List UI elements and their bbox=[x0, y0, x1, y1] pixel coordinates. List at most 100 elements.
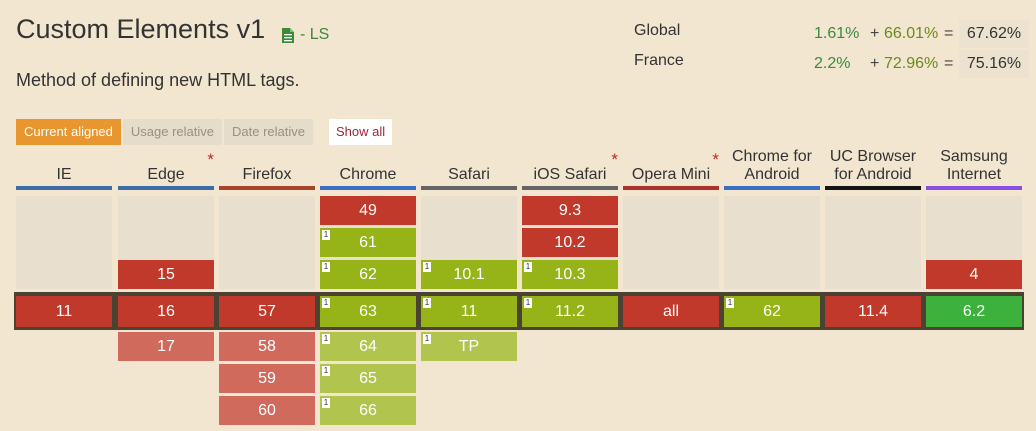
browser-color-bar bbox=[320, 186, 416, 190]
note-marker: 1 bbox=[322, 334, 330, 344]
browser-header-samsung-internet[interactable]: Samsung Internet bbox=[926, 148, 1022, 190]
usage-table: Global 1.61% + 66.01% = 67.62% France 2.… bbox=[634, 18, 1034, 78]
version-label: 61 bbox=[359, 234, 377, 251]
usage-full: 2.2% bbox=[814, 55, 851, 72]
usage-partial: 66.01% bbox=[884, 25, 939, 42]
version-label: 62 bbox=[763, 303, 781, 320]
browser-color-bar bbox=[118, 186, 214, 190]
browser-name: iOS Safari bbox=[533, 166, 607, 183]
note-marker: 1 bbox=[524, 262, 532, 272]
feature-description: Method of defining new HTML tags. bbox=[16, 70, 300, 90]
note-marker: 1 bbox=[423, 262, 431, 272]
browser-color-bar bbox=[421, 186, 517, 190]
browser-color-bar bbox=[825, 186, 921, 190]
browser-header-ios-safari[interactable]: iOS Safari * bbox=[522, 150, 618, 190]
usage-region[interactable]: Global bbox=[634, 22, 681, 39]
version-label: 17 bbox=[157, 338, 175, 355]
browser-name: Chrome for Android bbox=[731, 148, 813, 183]
past-column-background bbox=[724, 196, 820, 289]
version-label: 49 bbox=[359, 202, 377, 219]
version-cell[interactable]: 10.1 1 bbox=[421, 260, 517, 289]
usage-partial: 72.96% bbox=[884, 55, 939, 72]
browser-name: UC Browser for Android bbox=[829, 148, 917, 183]
version-cell[interactable]: 11 1 bbox=[421, 296, 517, 327]
version-cell[interactable]: 4 bbox=[926, 260, 1022, 289]
version-label: 9.3 bbox=[558, 202, 582, 219]
version-cell[interactable]: all bbox=[623, 296, 719, 327]
version-label: 15 bbox=[157, 266, 175, 283]
version-cell[interactable]: 65 1 bbox=[320, 364, 416, 393]
version-cell[interactable]: 16 bbox=[118, 296, 214, 327]
spec-status[interactable]: - LS bbox=[282, 26, 329, 44]
tab-usage-relative[interactable]: Usage relative bbox=[122, 119, 222, 145]
version-label: TP bbox=[458, 338, 480, 355]
browser-color-bar bbox=[623, 186, 719, 190]
browser-header-chrome[interactable]: Chrome bbox=[320, 152, 416, 190]
browser-header-opera-mini[interactable]: Opera Mini * bbox=[623, 150, 719, 190]
version-label: 65 bbox=[359, 370, 377, 387]
version-label: 10.1 bbox=[453, 266, 485, 283]
browser-name: IE bbox=[56, 166, 72, 183]
usage-row-global: Global 1.61% + 66.01% = 67.62% bbox=[634, 18, 1034, 48]
note-marker: 1 bbox=[322, 366, 330, 376]
version-cell[interactable]: 15 bbox=[118, 260, 214, 289]
version-cell[interactable]: 6.2 bbox=[926, 296, 1022, 327]
browser-header-firefox[interactable]: Firefox bbox=[219, 152, 315, 190]
version-cell[interactable]: 62 1 bbox=[320, 260, 416, 289]
note-marker: 1 bbox=[423, 334, 431, 344]
version-label: 64 bbox=[359, 338, 377, 355]
version-label: 58 bbox=[258, 338, 276, 355]
browser-name: Chrome bbox=[339, 166, 397, 183]
version-label: 11 bbox=[460, 303, 478, 320]
browser-color-bar bbox=[926, 186, 1022, 190]
version-label: 59 bbox=[258, 370, 276, 387]
tab-current-aligned[interactable]: Current aligned bbox=[16, 119, 121, 145]
usage-total: 67.62% bbox=[959, 20, 1029, 48]
tab-date-relative[interactable]: Date relative bbox=[224, 119, 313, 145]
version-cell[interactable]: 66 1 bbox=[320, 396, 416, 425]
browser-header-chrome-for-android[interactable]: Chrome for Android bbox=[724, 148, 820, 190]
usage-plus: + bbox=[870, 55, 880, 72]
version-cell[interactable]: 10.3 1 bbox=[522, 260, 618, 289]
version-cell[interactable]: 58 bbox=[219, 332, 315, 361]
version-cell[interactable]: 11 bbox=[16, 296, 112, 327]
browser-header-safari[interactable]: Safari bbox=[421, 152, 517, 190]
version-label: 66 bbox=[359, 402, 377, 419]
version-cell[interactable]: 64 1 bbox=[320, 332, 416, 361]
version-cell[interactable]: TP 1 bbox=[421, 332, 517, 361]
version-label: 4 bbox=[969, 266, 979, 283]
version-cell[interactable]: 61 1 bbox=[320, 228, 416, 257]
version-cell[interactable]: 11.2 1 bbox=[522, 296, 618, 327]
version-cell[interactable]: 57 bbox=[219, 296, 315, 327]
browser-color-bar bbox=[16, 186, 112, 190]
browser-name: Firefox bbox=[242, 166, 292, 183]
version-cell[interactable]: 17 bbox=[118, 332, 214, 361]
version-cell[interactable]: 49 bbox=[320, 196, 416, 225]
version-label: 10.2 bbox=[554, 234, 586, 251]
show-all-button[interactable]: Show all bbox=[329, 119, 393, 145]
version-cell[interactable]: 11.4 bbox=[825, 296, 921, 327]
browser-header-ie[interactable]: IE bbox=[16, 152, 112, 190]
version-label: 63 bbox=[359, 303, 377, 320]
version-cell[interactable]: 9.3 bbox=[522, 196, 618, 225]
note-marker: 1 bbox=[423, 298, 431, 308]
notes-asterisk[interactable]: * bbox=[712, 150, 719, 169]
version-label: 6.2 bbox=[962, 303, 986, 320]
note-marker: 1 bbox=[322, 398, 330, 408]
version-label: all bbox=[662, 303, 679, 320]
version-label: 62 bbox=[359, 266, 377, 283]
usage-region[interactable]: France bbox=[634, 52, 684, 69]
version-cell[interactable]: 63 1 bbox=[320, 296, 416, 327]
version-cell[interactable]: 10.2 bbox=[522, 228, 618, 257]
version-cell[interactable]: 59 bbox=[219, 364, 315, 393]
notes-asterisk[interactable]: * bbox=[207, 150, 214, 169]
version-label: 60 bbox=[258, 402, 276, 419]
version-cell[interactable]: 62 1 bbox=[724, 296, 820, 327]
version-cell[interactable]: 60 bbox=[219, 396, 315, 425]
note-marker: 1 bbox=[322, 230, 330, 240]
notes-asterisk[interactable]: * bbox=[611, 150, 618, 169]
browser-header-edge[interactable]: Edge * bbox=[118, 150, 214, 190]
version-label: 11.4 bbox=[858, 303, 888, 320]
browser-header-uc-browser-for-android[interactable]: UC Browser for Android bbox=[825, 148, 921, 190]
version-label: 10.3 bbox=[554, 266, 586, 283]
